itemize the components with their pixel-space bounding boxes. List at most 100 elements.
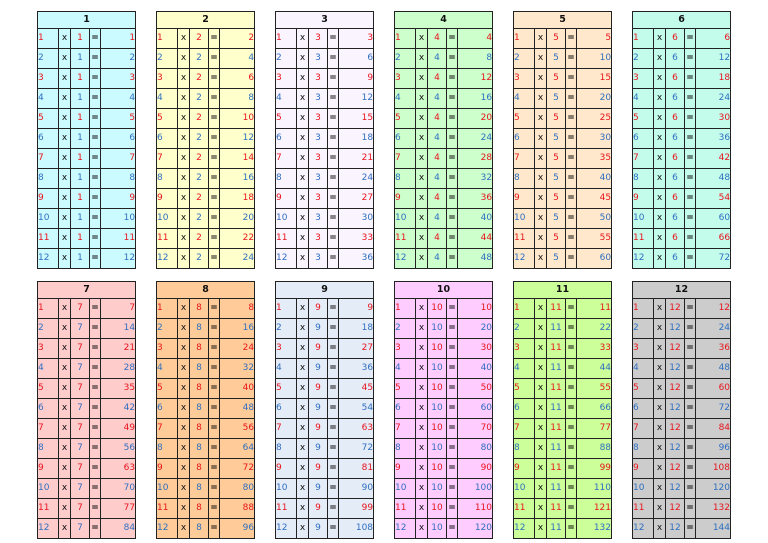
equals-sign: = [327, 128, 339, 149]
multiplicand-cell: 9 [308, 498, 328, 519]
product-cell: 96 [218, 518, 256, 539]
table-row: 7 x 1 = 7 [37, 148, 137, 169]
equals-sign: = [208, 378, 220, 399]
multiplier-cell: 6 [275, 398, 297, 419]
multiplicand-cell: 2 [189, 248, 209, 269]
table-row: 9 x 10 = 90 [394, 458, 494, 479]
table-row: 9 x 1 = 9 [37, 188, 137, 209]
product-cell: 60 [456, 398, 494, 419]
table-row: 3 x 3 = 9 [275, 68, 375, 89]
table-row: 12 x 9 = 108 [275, 518, 375, 539]
product-cell: 50 [575, 208, 613, 229]
multiplicand-cell: 10 [427, 458, 447, 479]
times-sign: x [653, 518, 666, 539]
product-cell: 84 [694, 418, 732, 439]
equals-sign: = [327, 478, 339, 499]
multiplicand-cell: 3 [308, 228, 328, 249]
multiplicand-cell: 8 [189, 438, 209, 459]
times-sign: x [415, 358, 428, 379]
table-row: 7 x 11 = 77 [513, 418, 613, 439]
multiplicand-cell: 11 [546, 498, 566, 519]
table-row: 12 x 1 = 12 [37, 248, 137, 269]
table-row: 6 x 9 = 54 [275, 398, 375, 419]
multiplier-cell: 6 [513, 398, 535, 419]
equals-sign: = [89, 68, 101, 89]
times-sign: x [177, 188, 190, 209]
multiplier-cell: 2 [275, 48, 297, 69]
times-sign: x [296, 318, 309, 339]
multiplier-cell: 2 [156, 318, 178, 339]
table-row: 11 x 3 = 33 [275, 228, 375, 249]
table-row: 4 x 5 = 20 [513, 88, 613, 109]
equals-sign: = [89, 518, 101, 539]
multiplier-cell: 10 [156, 478, 178, 499]
table-row: 1 x 6 = 6 [632, 28, 732, 49]
multiplier-cell: 10 [394, 478, 416, 499]
table-row: 10 x 2 = 20 [156, 208, 256, 229]
multiplicand-cell: 4 [427, 248, 447, 269]
table-row: 7 x 9 = 63 [275, 418, 375, 439]
times-sign: x [177, 208, 190, 229]
multiplicand-cell: 1 [70, 48, 90, 69]
product-cell: 66 [575, 398, 613, 419]
equals-sign: = [327, 498, 339, 519]
multiplier-cell: 4 [156, 358, 178, 379]
table-row: 6 x 8 = 48 [156, 398, 256, 419]
multiplier-cell: 10 [156, 208, 178, 229]
product-cell: 10 [456, 298, 494, 319]
table-row: 7 x 2 = 14 [156, 148, 256, 169]
times-sign: x [415, 438, 428, 459]
times-sign: x [415, 478, 428, 499]
equals-sign: = [208, 28, 220, 49]
multiplicand-cell: 10 [427, 418, 447, 439]
multiplier-cell: 4 [513, 88, 535, 109]
product-cell: 22 [218, 228, 256, 249]
equals-sign: = [565, 298, 577, 319]
times-table-10: 10 1 x 10 = 10 2 x 10 = 20 3 x 10 = 30 4 x 10 = 40 5 x 10 = 50 6 x 1… [393, 281, 494, 539]
product-cell: 100 [456, 478, 494, 499]
equals-sign: = [89, 498, 101, 519]
equals-sign: = [327, 398, 339, 419]
equals-sign: = [446, 148, 458, 169]
product-cell: 18 [218, 188, 256, 209]
product-cell: 108 [337, 518, 375, 539]
multiplier-cell: 1 [513, 28, 535, 49]
multiplier-cell: 1 [394, 298, 416, 319]
multiplier-cell: 9 [275, 188, 297, 209]
multiplier-cell: 4 [156, 88, 178, 109]
equals-sign: = [684, 298, 696, 319]
equals-sign: = [208, 108, 220, 129]
table-row: 8 x 4 = 32 [394, 168, 494, 189]
product-cell: 2 [218, 28, 256, 49]
multiplier-cell: 6 [394, 398, 416, 419]
equals-sign: = [446, 188, 458, 209]
multiplicand-cell: 7 [70, 318, 90, 339]
multiplier-cell: 12 [394, 248, 416, 269]
multiplicand-cell: 11 [546, 298, 566, 319]
table-row: 4 x 1 = 4 [37, 88, 137, 109]
multiplicand-cell: 10 [427, 378, 447, 399]
times-sign: x [177, 168, 190, 189]
equals-sign: = [208, 318, 220, 339]
times-sign: x [534, 458, 547, 479]
equals-sign: = [446, 128, 458, 149]
multiplicand-cell: 6 [665, 48, 685, 69]
equals-sign: = [446, 248, 458, 269]
equals-sign: = [208, 298, 220, 319]
equals-sign: = [208, 188, 220, 209]
equals-sign: = [208, 128, 220, 149]
table-row: 6 x 11 = 66 [513, 398, 613, 419]
times-table-12: 12 1 x 12 = 12 2 x 12 = 24 3 x 12 = 36 4 x 12 = 48 5 x 12 = 60 6 x 1… [631, 281, 732, 539]
multiplicand-cell: 4 [427, 88, 447, 109]
product-cell: 2 [99, 48, 137, 69]
times-sign: x [296, 108, 309, 129]
product-cell: 90 [456, 458, 494, 479]
product-cell: 60 [575, 248, 613, 269]
table-row: 8 x 7 = 56 [37, 438, 137, 459]
times-sign: x [534, 318, 547, 339]
product-cell: 6 [99, 128, 137, 149]
equals-sign: = [327, 378, 339, 399]
equals-sign: = [208, 498, 220, 519]
product-cell: 24 [694, 318, 732, 339]
multiplicand-cell: 11 [546, 518, 566, 539]
